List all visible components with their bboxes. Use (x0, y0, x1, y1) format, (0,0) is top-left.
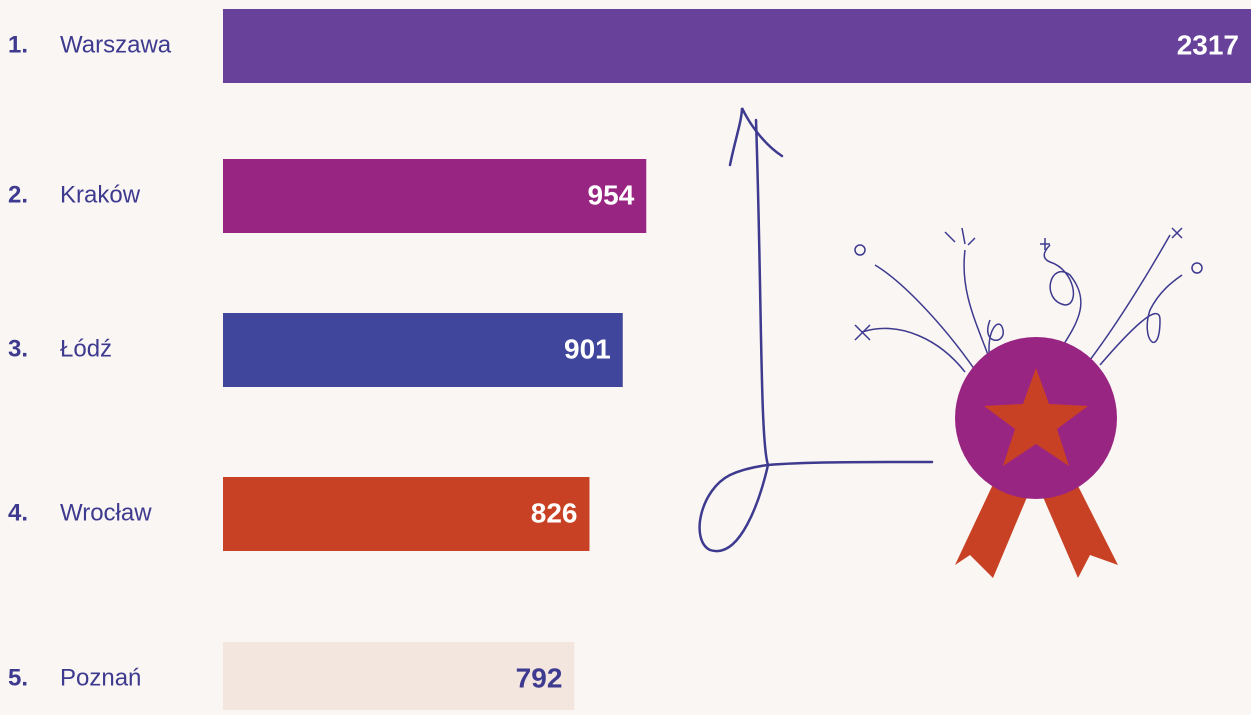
value-label: 954 (588, 179, 635, 210)
decoration (698, 107, 934, 553)
category-label: Kraków (60, 181, 141, 208)
bar (223, 9, 1251, 83)
value-label: 901 (564, 333, 611, 364)
rank: 2. (8, 181, 28, 208)
value-label: 2317 (1177, 29, 1239, 60)
category-label: Łódź (60, 335, 112, 362)
category-label: Wrocław (60, 499, 152, 526)
rank: 3. (8, 335, 28, 362)
value-label: 826 (531, 497, 578, 528)
rank: 4. (8, 499, 28, 526)
value-label: 792 (516, 662, 563, 693)
bar (223, 477, 590, 551)
bar (223, 642, 575, 715)
category-label: Poznań (60, 664, 141, 691)
rosette (854, 227, 1203, 578)
rank: 1. (8, 31, 28, 58)
bar (223, 159, 647, 233)
rank: 5. (8, 664, 28, 691)
category-label: Warszawa (60, 31, 172, 58)
bar (223, 313, 623, 387)
